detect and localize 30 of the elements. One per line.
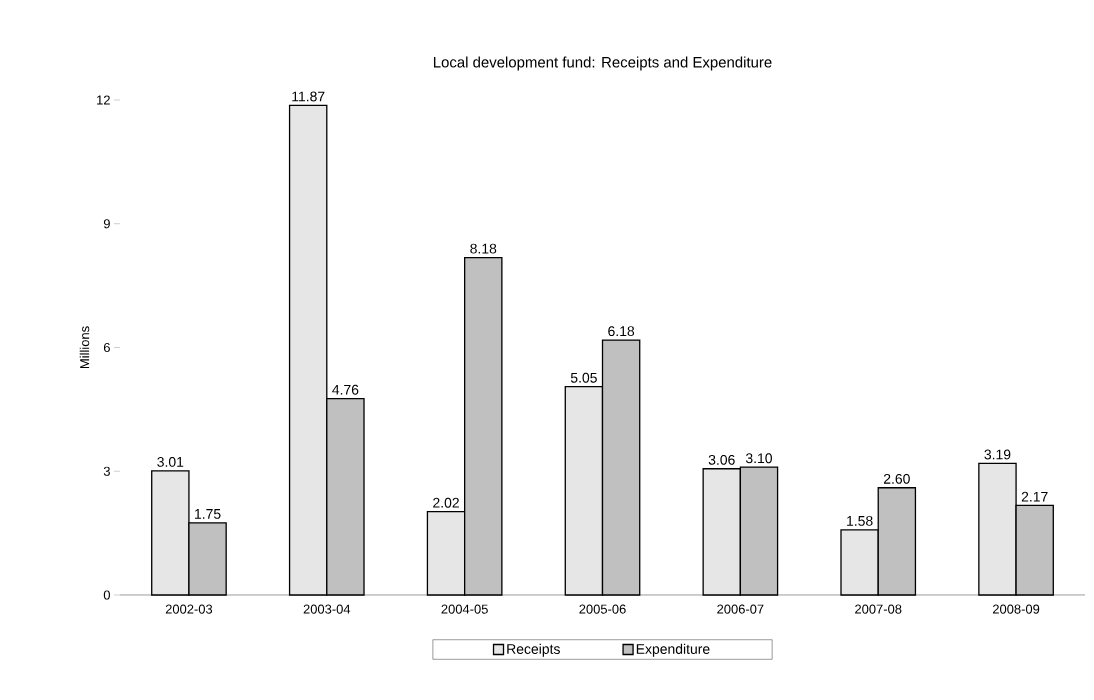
data-label: 1.58 [847, 515, 873, 526]
x-tick-label: 2003-04 [303, 604, 351, 614]
data-label: 2.17 [1021, 491, 1048, 502]
data-label: 5.05 [570, 372, 597, 383]
data-label: 3.01 [157, 456, 184, 467]
chart-title: Local development fund: Receipts and Expenditure [433, 56, 772, 71]
x-tick-label: 2005-06 [579, 604, 626, 614]
x-tick-label: 2006-07 [717, 604, 764, 614]
data-label: 1.75 [195, 509, 221, 519]
data-label: 3.10 [745, 453, 773, 464]
data-label: 3.06 [708, 454, 735, 465]
x-tick-label: 2008-09 [992, 604, 1040, 614]
y-tick-label: 6 [103, 342, 110, 353]
legend-label: Expenditure [636, 643, 710, 657]
data-label: 2.60 [883, 473, 910, 484]
y-axis-title: Millions [79, 326, 90, 369]
data-label: 3.19 [984, 449, 1011, 460]
legend-label: Receipts [507, 643, 560, 657]
x-tick-label: 2002-03 [165, 604, 213, 614]
data-label: 4.76 [332, 384, 359, 395]
y-tick-label: 3 [103, 466, 110, 476]
data-label: 11.87 [292, 91, 325, 102]
y-tick-label: 9 [103, 219, 110, 229]
data-label: 6.18 [608, 326, 635, 337]
data-label: 2.02 [433, 497, 459, 508]
y-tick-label: 12 [97, 95, 110, 105]
data-label: 8.18 [470, 243, 497, 254]
x-tick-label: 2004-05 [441, 604, 488, 614]
x-tick-label: 2007-08 [855, 604, 902, 614]
y-tick-label: 0 [103, 590, 110, 600]
